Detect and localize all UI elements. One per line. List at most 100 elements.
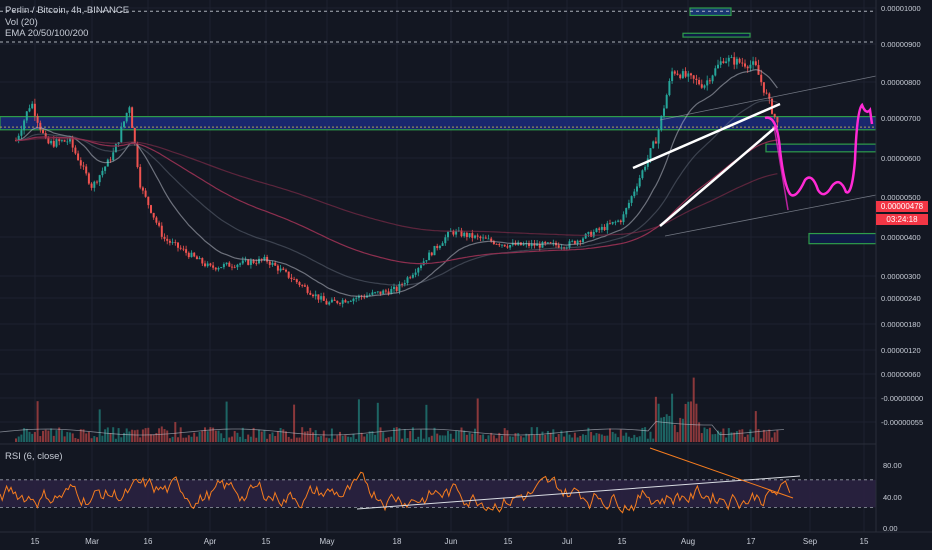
candle-body — [654, 141, 657, 144]
candle-body — [330, 299, 333, 303]
volume-bar — [101, 435, 104, 442]
candle-body — [603, 226, 606, 230]
volume-bar — [23, 428, 26, 442]
candle-body — [290, 277, 293, 279]
candle-body — [190, 252, 193, 258]
channel-lower-line — [664, 194, 877, 237]
volume-bar — [725, 437, 728, 442]
volume-bar — [287, 436, 290, 442]
candle-body — [614, 221, 617, 223]
volume-bar — [352, 433, 355, 442]
candle-body — [17, 135, 20, 141]
candle-body — [730, 57, 733, 58]
price-tick-label: 0.00000500 — [881, 193, 921, 202]
candle-body — [638, 178, 641, 187]
volume-bar — [347, 436, 350, 442]
candle-body — [123, 121, 125, 127]
candle-body — [287, 271, 290, 278]
volume-bar — [420, 429, 422, 442]
volume-bar — [722, 428, 725, 442]
rsi-support-trendline — [356, 475, 801, 510]
candle-body — [106, 159, 109, 167]
price-axis-background — [876, 0, 932, 550]
volume-bar — [260, 431, 263, 442]
volume-bar — [193, 432, 196, 442]
candle-body — [671, 71, 674, 82]
candle-body — [563, 247, 566, 249]
volume-bar — [749, 429, 752, 442]
rsi-indicator-label[interactable]: RSI (6, close) — [5, 451, 63, 462]
candle-body — [754, 61, 757, 66]
price-tick-label: 0.00000300 — [881, 272, 921, 281]
volume-bar — [501, 435, 503, 442]
volume-bar — [195, 436, 198, 442]
volume-bar — [528, 434, 530, 442]
time-tick-label: Jul — [562, 537, 572, 546]
candle-body — [47, 137, 50, 144]
candle-body — [339, 303, 341, 304]
candle-body — [139, 167, 142, 188]
candle-body — [692, 75, 695, 79]
candle-body — [263, 256, 266, 260]
candle-body — [217, 268, 220, 270]
volume-bar — [90, 438, 93, 442]
candle-body — [492, 241, 495, 244]
volume-bar — [357, 399, 360, 442]
volume-bar — [719, 431, 722, 442]
volume-bar — [50, 428, 53, 442]
candle-body — [247, 259, 250, 265]
candle-body — [66, 141, 69, 143]
volume-bar — [317, 436, 320, 442]
volume-bar — [644, 427, 647, 442]
ema-indicator-label[interactable]: EMA 20/50/100/200 — [5, 28, 89, 39]
symbol-title[interactable]: Perlin / Bitcoin, 4h, BINANCE — [5, 5, 130, 16]
volume-bar — [314, 430, 317, 442]
candle-body — [42, 129, 44, 134]
volume-bar — [663, 416, 665, 442]
volume-bar — [757, 429, 760, 442]
volume-bar — [341, 435, 344, 442]
candle-body — [193, 252, 196, 257]
candle-body — [309, 292, 312, 295]
time-tick-label: 17 — [747, 537, 756, 546]
candle-body — [565, 247, 568, 249]
time-tick-label: Jun — [445, 537, 458, 546]
volume-bar — [611, 431, 614, 442]
volume-bar — [96, 437, 98, 442]
candle-body — [768, 93, 771, 99]
volume-bar — [752, 437, 755, 442]
volume-bar — [487, 435, 490, 442]
candle-body — [441, 243, 444, 246]
volume-bar — [760, 438, 763, 442]
volume-bar — [555, 437, 557, 442]
volume-bar — [636, 437, 638, 442]
volume-bar — [249, 436, 252, 442]
candle-body — [58, 139, 61, 142]
volume-bar — [244, 438, 247, 442]
ema-100-line — [15, 136, 778, 265]
volume-bar — [131, 429, 134, 442]
volume-bar — [568, 434, 571, 442]
candle-body — [576, 240, 579, 244]
time-tick-label: May — [319, 537, 334, 546]
volume-indicator-label[interactable]: Vol (20) — [5, 16, 38, 28]
volume-bar — [754, 411, 757, 442]
rsi-tick-label: 80.00 — [883, 461, 902, 470]
candle-body — [241, 260, 244, 264]
chart-grid — [0, 0, 876, 532]
candle-body — [36, 115, 39, 123]
volume-bar — [444, 435, 447, 442]
price-tick-label: -0.00000000 — [881, 394, 923, 403]
candle-body — [82, 165, 85, 167]
volume-bar — [285, 431, 287, 442]
volume-bar — [106, 427, 109, 442]
volume-bar — [93, 436, 96, 442]
volume-bar — [649, 431, 652, 442]
volume-bar — [552, 429, 555, 442]
candle-body — [179, 247, 182, 249]
volume-bar — [231, 436, 233, 442]
volume-bar — [55, 430, 58, 442]
volume-bar — [290, 438, 293, 442]
volume-bar — [128, 431, 131, 442]
